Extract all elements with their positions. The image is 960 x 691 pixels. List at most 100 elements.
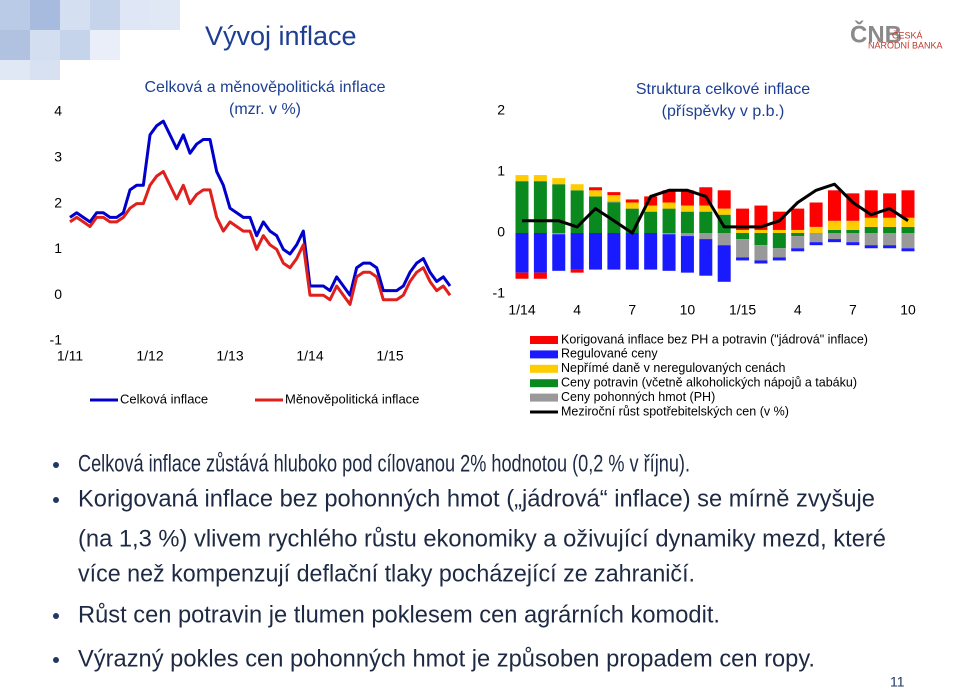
y-tick-label: 2 [497, 102, 505, 118]
bar-segment [589, 196, 603, 233]
bar-segment [827, 229, 841, 233]
bar-segment [680, 190, 694, 206]
bar-segment [864, 217, 878, 227]
bar-segment [809, 202, 823, 227]
legend-label: Nepřímé daně v neregulovaných cenách [561, 361, 785, 375]
y-tick-label: 0 [497, 224, 505, 240]
bar-segment [772, 233, 786, 249]
bar-segment [533, 272, 547, 279]
legend-swatch [530, 379, 558, 388]
bar-segment [515, 181, 529, 233]
bar-segment [736, 257, 750, 261]
bar-segment [772, 248, 786, 258]
data-line [69, 170, 452, 306]
bar-segment [864, 226, 878, 233]
y-tick-label: 3 [54, 149, 62, 165]
bar-segment [662, 234, 676, 271]
logo: ČNB ČESKÁ NÁRODNÍ BANKA [850, 20, 943, 50]
x-tick-label: 1/15 [376, 348, 403, 364]
bullet-text: Růst cen potravin je tlumen poklesem cen… [78, 601, 720, 628]
bar-segment [607, 201, 621, 203]
bar-segment [680, 233, 694, 237]
x-tick-label: 7 [628, 302, 636, 318]
legend-label: Celková inflace [120, 391, 208, 406]
legend-label: Ceny pohonných hmot (PH) [561, 390, 715, 404]
bar-segment [846, 233, 860, 243]
legend-label: Měnověpolitická inflace [285, 391, 419, 406]
bar-segment [901, 226, 915, 233]
bar-segment [515, 175, 529, 182]
bar-segment [717, 233, 731, 246]
bar-segment [736, 208, 750, 230]
bar-segment [662, 208, 676, 233]
bar-segment [680, 236, 694, 273]
y-tick-label: 1 [497, 163, 505, 179]
legend-label: Korigovaná inflace bez PH a potravin ("j… [561, 332, 868, 346]
bar-segment [791, 229, 805, 233]
bar-segment [754, 245, 768, 261]
x-tick-label: 10 [680, 302, 696, 318]
logo-mark: ČNB [850, 20, 902, 48]
bar-segment [515, 233, 529, 273]
bar-segment [827, 239, 841, 243]
bar-segment [883, 245, 897, 249]
bar-segment [846, 220, 860, 230]
bar-segment [736, 229, 750, 233]
bullet-text: více než kompenzují deflační tlaky pochá… [78, 560, 695, 587]
bar-segment [644, 196, 658, 206]
data-line [69, 119, 452, 297]
logo-line: ČESKÁ [892, 30, 923, 40]
bar-segment [625, 202, 639, 209]
bar-segment [772, 229, 786, 233]
y-tick-label: 2 [54, 194, 62, 210]
chart-title: Celková a měnověpolitická inflace [144, 79, 385, 96]
x-tick-label: 10 [900, 302, 916, 318]
bar-segment [533, 181, 547, 233]
data-line [522, 182, 909, 235]
bar-segment [736, 239, 750, 258]
page-number: 11 [890, 674, 905, 690]
legend-label: Ceny potravin (včetně alkoholických nápo… [561, 375, 857, 389]
bullet-dot [53, 462, 59, 468]
bar-segment [607, 195, 621, 202]
bar-segment [552, 178, 566, 185]
x-tick-label: 1/12 [136, 348, 163, 364]
bar-segment [809, 242, 823, 246]
bar-segment [589, 187, 603, 191]
bar-segment [570, 184, 584, 191]
y-tick-label: 0 [54, 286, 62, 302]
bar-segment [607, 202, 621, 233]
x-tick-label: 1/14 [296, 348, 323, 364]
bar-segment [754, 233, 768, 246]
bar-segment [736, 233, 750, 240]
bar-segment [662, 190, 676, 203]
bullet-dot [53, 657, 59, 663]
bar-segment [791, 248, 805, 252]
bar-segment [901, 217, 915, 227]
bar-segment [791, 208, 805, 230]
bar-segment [901, 233, 915, 249]
bar-segment [644, 205, 658, 212]
bar-segment [625, 199, 639, 203]
bar-segment [680, 211, 694, 233]
bar-segment [533, 175, 547, 182]
slide-title: Vývoj inflace [205, 21, 357, 51]
bar-segment [589, 233, 603, 270]
bar-segment [533, 233, 547, 273]
bar-segment [846, 242, 860, 246]
chart-subtitle: (mzr. v %) [229, 101, 301, 118]
bar-segment [827, 233, 841, 240]
bar-segment [864, 233, 878, 246]
legend-swatch [530, 350, 558, 359]
x-tick-label: 4 [794, 302, 802, 318]
bar-segment [699, 233, 713, 240]
logo-line: NÁRODNÍ BANKA [868, 40, 943, 50]
y-tick-label: 4 [54, 103, 62, 119]
x-tick-label: 1/13 [216, 348, 243, 364]
bar-segment [809, 233, 823, 243]
legend-swatch [530, 364, 558, 373]
legend-swatch [530, 393, 558, 402]
decor-mosaic [0, 0, 180, 80]
chart-title: Struktura celkové inflace [636, 81, 810, 98]
bar-segment [754, 260, 768, 264]
